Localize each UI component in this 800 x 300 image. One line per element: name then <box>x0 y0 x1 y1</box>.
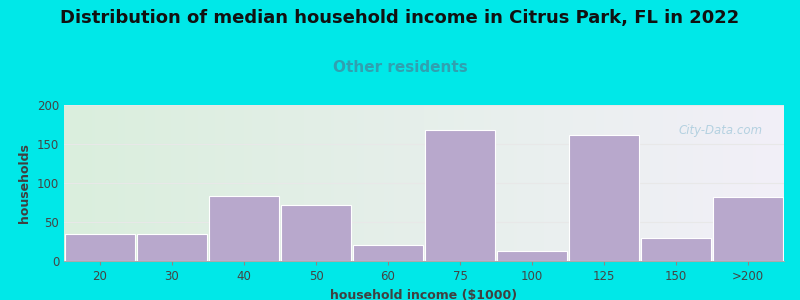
X-axis label: household income ($1000): household income ($1000) <box>330 289 518 300</box>
Bar <box>137 234 207 261</box>
Bar <box>497 251 567 261</box>
Bar <box>641 238 711 261</box>
Y-axis label: households: households <box>18 143 31 223</box>
Text: Other residents: Other residents <box>333 60 467 75</box>
Bar <box>353 245 423 261</box>
Bar <box>209 196 279 261</box>
Bar <box>569 135 639 261</box>
Bar <box>281 205 351 261</box>
Bar <box>65 234 135 261</box>
Text: Distribution of median household income in Citrus Park, FL in 2022: Distribution of median household income … <box>60 9 740 27</box>
Bar <box>713 197 783 261</box>
Bar <box>425 130 495 261</box>
Text: City-Data.com: City-Data.com <box>678 124 762 137</box>
